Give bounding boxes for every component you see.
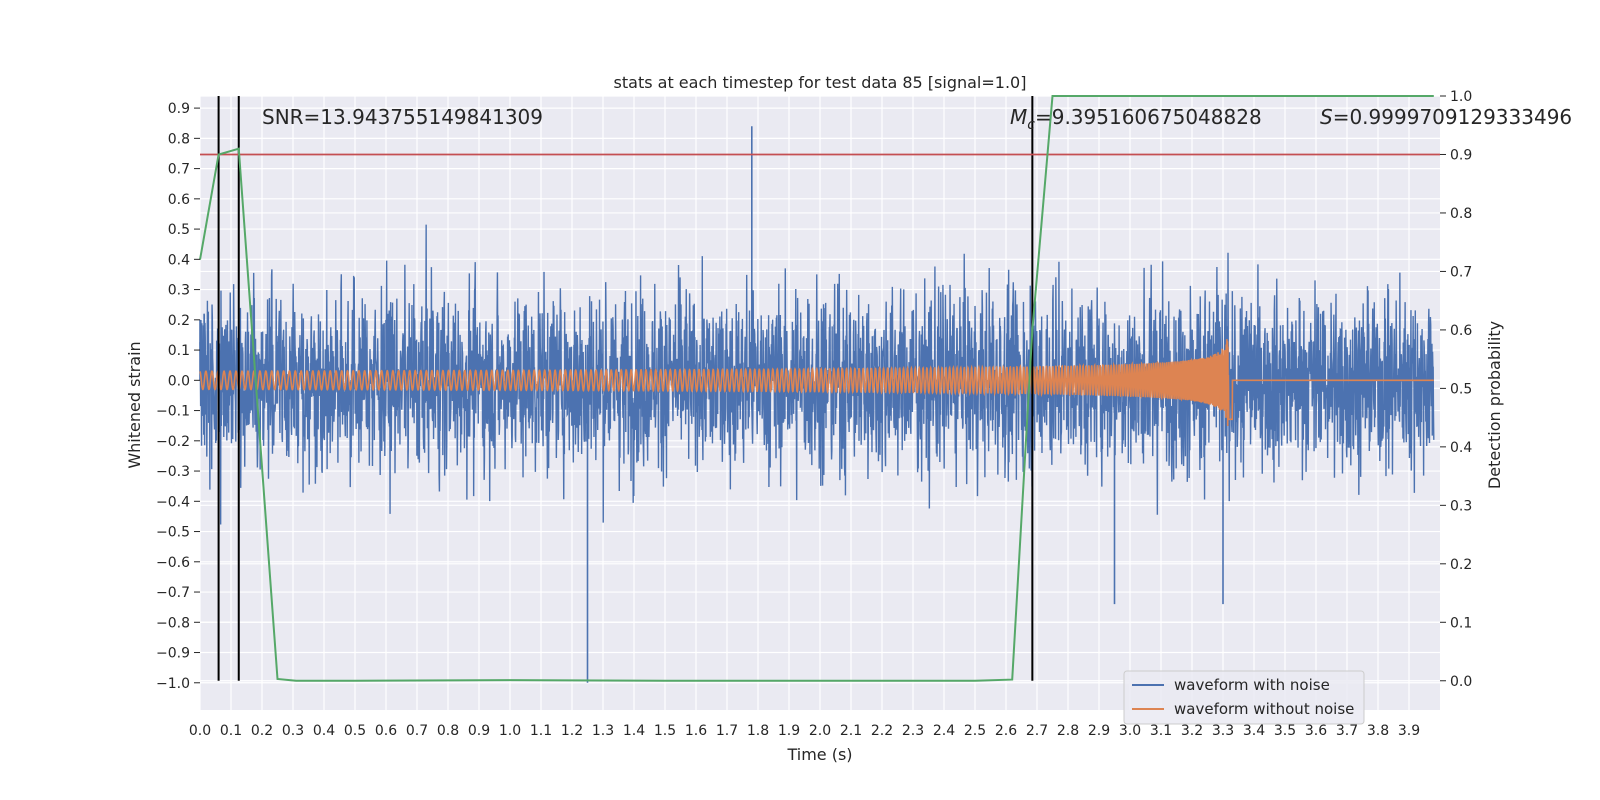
y-tick-label-right: 0.8 [1450, 206, 1472, 222]
x-tick-label: 2.3 [902, 723, 924, 739]
y-right-tick-labels: 0.0 0.1 0.2 0.3 0.4 0.5 0.6 0.7 0.8 0.9 1.0 [1440, 89, 1472, 690]
y-tick-label-left: −0.2 [156, 434, 190, 450]
y-tick-label-right: 0.0 [1450, 674, 1472, 690]
y-tick-label-left: −0.4 [156, 494, 190, 510]
x-tick-label: 3.6 [1305, 723, 1327, 739]
y-tick-label-left: −0.7 [156, 585, 190, 601]
legend-label-noise: waveform with noise [1174, 676, 1330, 694]
chirp-mass-annotation: Mc=9.395160675048828 [1010, 105, 1262, 133]
y-tick-label-right: 0.5 [1450, 381, 1472, 397]
y-left-tick-labels: −1.0 −0.9 −0.8 −0.7 −0.6 −0.5 −0.4 −0.3 −0.2 −0.1… [156, 101, 200, 692]
y-tick-label-left: 0.2 [168, 313, 190, 329]
probability-layer [199, 95, 1434, 682]
x-tick-label: 1.7 [716, 723, 738, 739]
x-tick-label: 2.4 [933, 723, 955, 739]
legend-box [1123, 670, 1365, 725]
detection-probability-series [199, 95, 1434, 682]
y-tick-label-left: −1.0 [156, 676, 190, 692]
chirp-mass-value: =9.395160675048828 [1035, 105, 1262, 129]
y-tick-label-right: 0.1 [1450, 615, 1472, 631]
y-tick-label-left: 0.6 [168, 192, 190, 208]
x-tick-label: 0.2 [251, 723, 273, 739]
x-tick-label: 1.6 [685, 723, 707, 739]
y-tick-label-left: −0.8 [156, 615, 190, 631]
x-tick-label: 2.5 [964, 723, 986, 739]
y-tick-label-left: 0.7 [168, 162, 190, 178]
y-tick-label-left: 0.0 [168, 373, 190, 389]
x-tick-label: 0.6 [375, 723, 397, 739]
x-tick-label: 0.0 [189, 723, 211, 739]
clean-waveform-series [199, 339, 1434, 426]
x-tick-label: 2.9 [1088, 723, 1110, 739]
x-tick-label: 3.0 [1119, 723, 1141, 739]
y-tick-label-left: 0.4 [168, 252, 190, 268]
y-tick-label-left: −0.3 [156, 464, 190, 480]
y-tick-label-right: 0.3 [1450, 498, 1472, 514]
y-axis-label-left: Whitened strain [125, 341, 144, 468]
x-tick-label: 1.1 [530, 723, 552, 739]
snr-annotation: SNR=13.943755149841309 [262, 105, 543, 129]
x-tick-label: 3.2 [1181, 723, 1203, 739]
x-tick-label: 3.4 [1243, 723, 1265, 739]
y-tick-label-right: 0.9 [1450, 147, 1472, 163]
y-tick-label-left: −0.1 [156, 404, 190, 420]
x-tick-label: 0.7 [406, 723, 428, 739]
y-tick-label-left: −0.9 [156, 646, 190, 662]
x-tick-label: 2.2 [871, 723, 893, 739]
x-tick-label: 3.1 [1150, 723, 1172, 739]
x-tick-label: 1.0 [499, 723, 521, 739]
x-tick-label: 0.5 [344, 723, 366, 739]
x-tick-label: 3.9 [1398, 723, 1420, 739]
x-axis-label: Time (s) [786, 745, 852, 764]
y-tick-label-left: 0.5 [168, 222, 190, 238]
y-tick-label-left: 0.9 [168, 101, 190, 117]
x-tick-labels: 0.0 0.1 0.2 0.3 0.4 0.5 0.6 0.7 0.8 0.9 1.0 1.1 1.2 1… [189, 723, 1420, 739]
y-tick-label-left: 0.3 [168, 283, 190, 299]
x-tick-label: 1.8 [747, 723, 769, 739]
score-value: =0.9999709129333496 [1333, 105, 1572, 129]
x-tick-label: 3.3 [1212, 723, 1234, 739]
x-tick-label: 0.1 [220, 723, 242, 739]
x-tick-label: 3.5 [1274, 723, 1296, 739]
y-tick-label-left: 0.8 [168, 131, 190, 147]
x-tick-label: 3.7 [1336, 723, 1358, 739]
legend: waveform with noise waveform without noi… [1123, 670, 1365, 725]
y-tick-label-left: −0.5 [156, 525, 190, 541]
x-tick-label: 1.9 [778, 723, 800, 739]
x-tick-label: 2.7 [1026, 723, 1048, 739]
x-tick-label: 0.4 [313, 723, 335, 739]
x-tick-label: 1.2 [561, 723, 583, 739]
y-tick-label-right: 0.2 [1450, 557, 1472, 573]
x-tick-label: 2.1 [840, 723, 862, 739]
y-tick-label-right: 0.7 [1450, 264, 1472, 280]
x-tick-label: 1.4 [623, 723, 645, 739]
y-tick-label-right: 0.4 [1450, 440, 1472, 456]
x-tick-label: 1.5 [654, 723, 676, 739]
score-annotation: S=0.9999709129333496 [1320, 105, 1572, 129]
legend-label-clean: waveform without noise [1174, 700, 1354, 718]
x-tick-label: 0.3 [282, 723, 304, 739]
x-tick-label: 1.3 [592, 723, 614, 739]
chart-title: stats at each timestep for test data 85 … [614, 73, 1027, 92]
x-tick-label: 3.8 [1367, 723, 1389, 739]
y-axis-label-right: Detection probability [1485, 321, 1504, 489]
x-tick-label: 2.8 [1057, 723, 1079, 739]
y-tick-label-right: 0.6 [1450, 323, 1472, 339]
chirp-mass-subscript: c [1027, 117, 1035, 133]
x-tick-label: 2.6 [995, 723, 1017, 739]
y-tick-label-left: 0.1 [168, 343, 190, 359]
y-tick-label-left: −0.6 [156, 555, 190, 571]
x-tick-label: 2.0 [809, 723, 831, 739]
noisy-waveform-series [199, 224, 1435, 525]
score-symbol: S [1320, 105, 1333, 129]
x-tick-label: 0.8 [437, 723, 459, 739]
vertical-markers [217, 96, 1034, 681]
y-tick-label-right: 1.0 [1450, 89, 1472, 105]
x-tick-label: 0.9 [468, 723, 490, 739]
chirp-mass-symbol: M [1010, 105, 1027, 129]
